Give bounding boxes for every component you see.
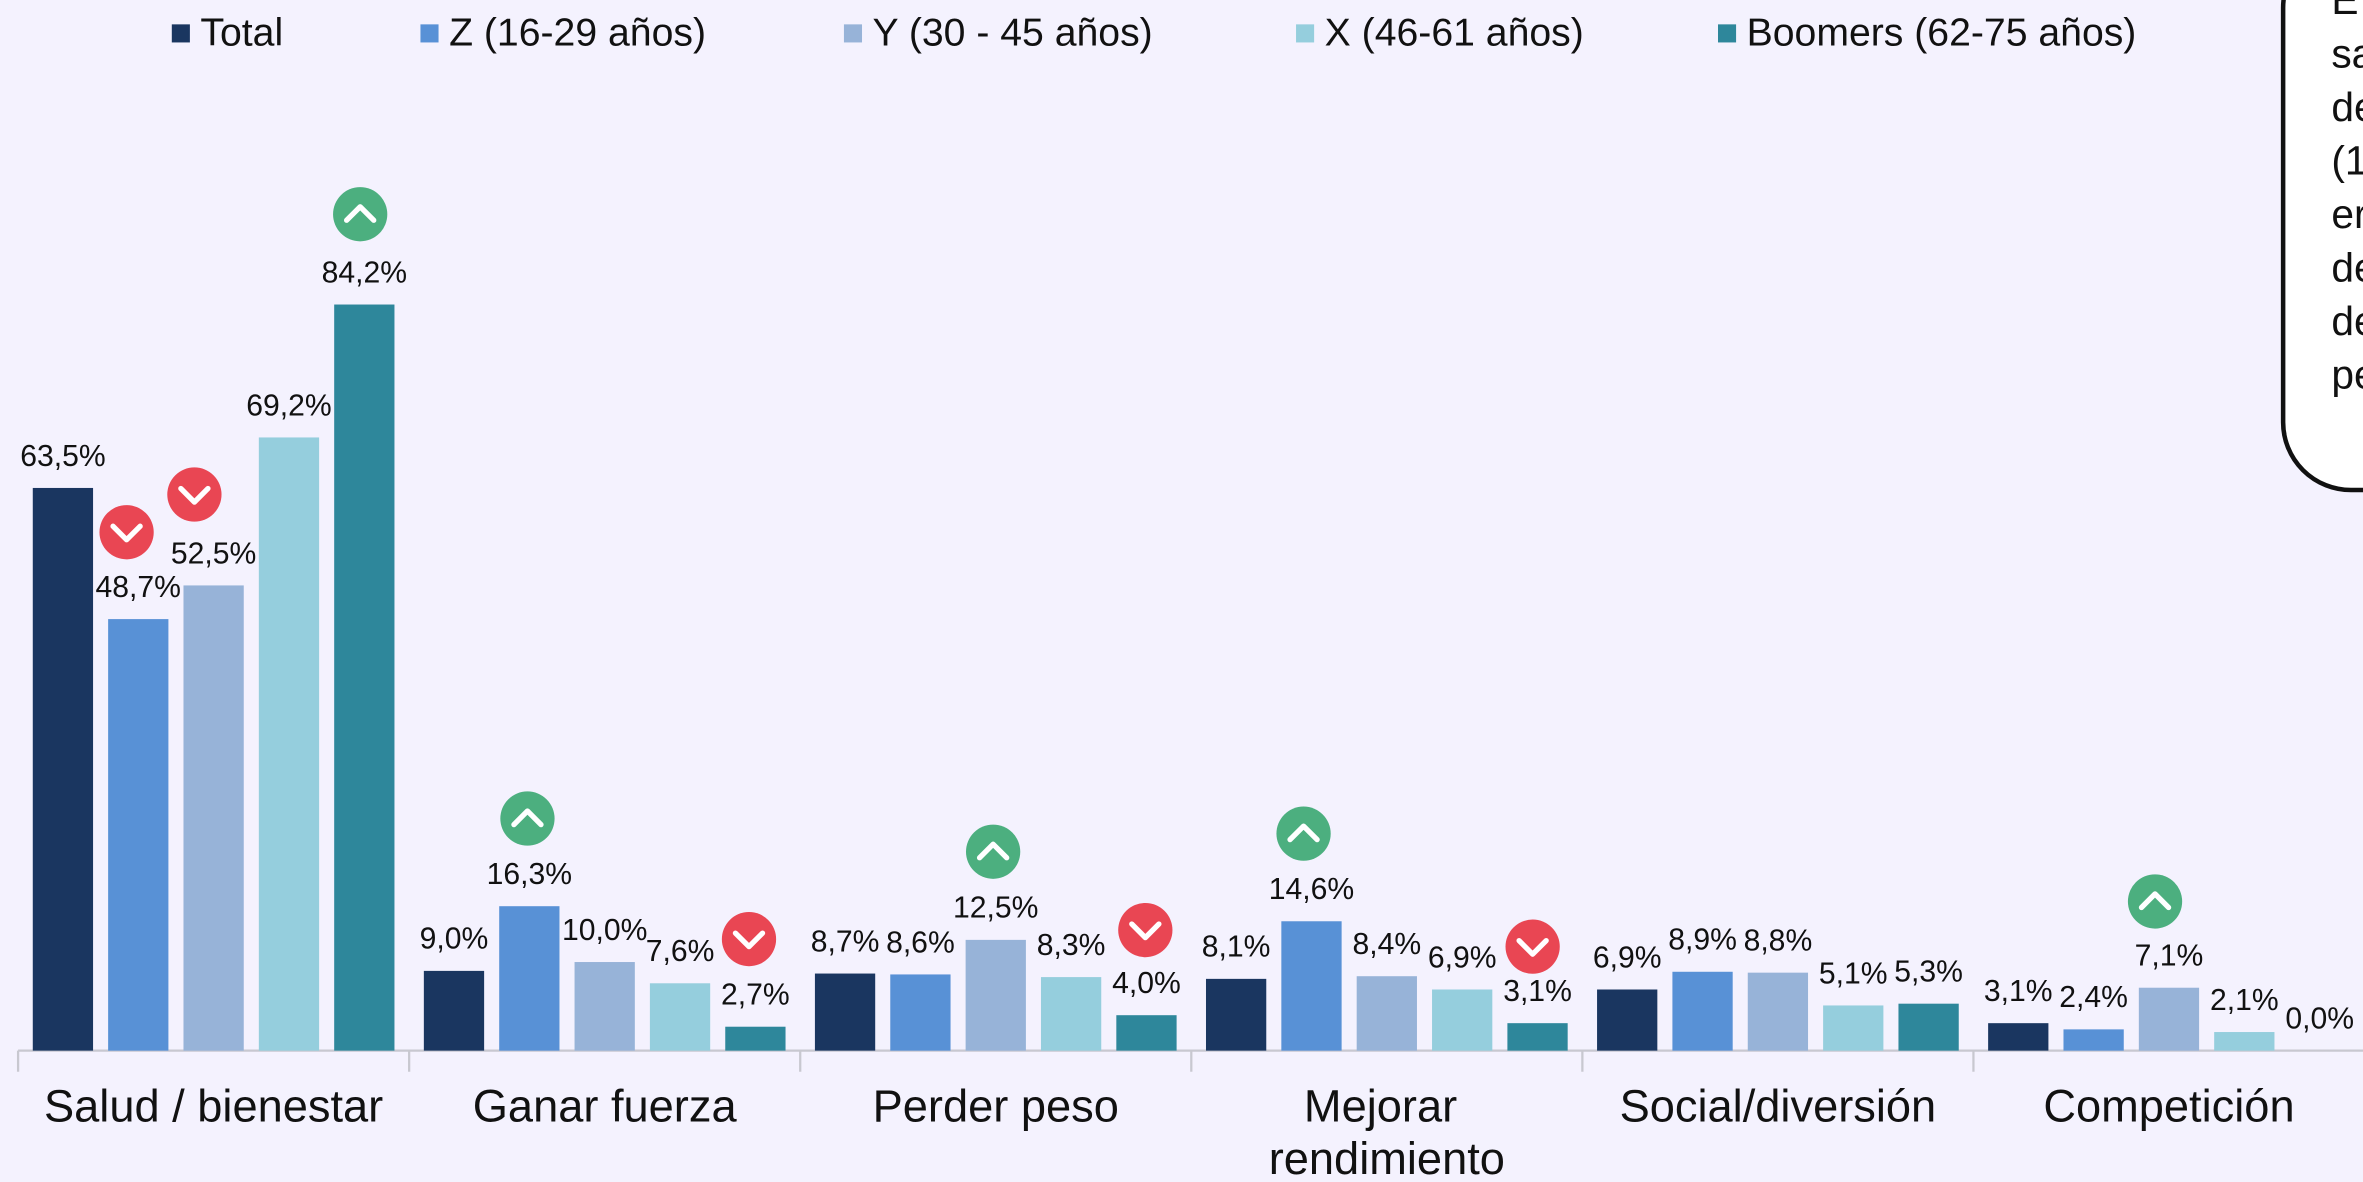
bar	[1040, 977, 1102, 1051]
value-label: 63,5%	[20, 440, 105, 473]
value-label: 7,1%	[2135, 940, 2204, 973]
bar	[1205, 978, 1267, 1051]
bar	[1507, 1023, 1568, 1051]
value-label: 69,2%	[246, 389, 331, 422]
legend-swatch	[1296, 24, 1315, 43]
value-label: 8,3%	[1037, 929, 1106, 962]
bar	[1747, 972, 1809, 1051]
value-label: 48,7%	[96, 571, 181, 604]
up-icon	[2128, 874, 2182, 928]
value-label: 2,7%	[721, 979, 790, 1012]
note-text: de	[2331, 298, 2363, 344]
bar	[1116, 1015, 1177, 1051]
x-tick-label: Mejorar rendimiento	[1269, 1080, 1505, 1182]
x-tick-label: Salud / bienestar	[44, 1080, 383, 1131]
value-label: 8,7%	[811, 925, 880, 958]
value-label: 8,6%	[886, 926, 955, 959]
bar	[108, 619, 169, 1051]
legend-swatch	[171, 24, 190, 43]
value-label: 16,3%	[487, 858, 572, 891]
bar	[258, 437, 320, 1051]
note-text: pe	[2331, 352, 2363, 398]
bar	[965, 939, 1026, 1051]
value-label: 9,0%	[420, 923, 489, 956]
bar	[499, 906, 560, 1051]
note-text: (1	[2331, 138, 2363, 184]
down-icon	[1118, 903, 1172, 957]
x-tick-label: Perder peso	[873, 1080, 1119, 1131]
up-icon	[966, 825, 1020, 879]
value-label: 12,5%	[953, 892, 1038, 925]
bar	[574, 962, 635, 1051]
bar	[2063, 1029, 2124, 1051]
bar	[423, 970, 485, 1051]
note-text: de	[2331, 84, 2363, 130]
legend-label: X (46-61 años)	[1325, 11, 1584, 54]
x-tick-label: Competición	[2043, 1080, 2294, 1131]
value-label: 8,4%	[1352, 928, 1421, 961]
legend-label: Total	[200, 11, 283, 54]
note-text: er	[2331, 191, 2363, 237]
bar	[1898, 1003, 1959, 1051]
value-label: 10,0%	[562, 914, 647, 947]
up-icon	[333, 187, 387, 241]
value-label: 6,9%	[1428, 941, 1497, 974]
down-icon	[167, 467, 221, 521]
value-label: 52,5%	[171, 537, 256, 570]
bar	[725, 1026, 786, 1051]
bar	[1356, 976, 1417, 1051]
bar	[2214, 1032, 2275, 1051]
value-label: 8,8%	[1744, 924, 1813, 957]
value-label: 5,1%	[1819, 957, 1888, 990]
bar	[2138, 987, 2200, 1051]
x-tick-label: Social/diversión	[1620, 1080, 1937, 1131]
legend-swatch	[420, 24, 439, 43]
bar	[1988, 1023, 2049, 1051]
value-label: 5,3%	[1894, 956, 1963, 989]
significance-icons	[99, 187, 2182, 974]
value-label: 2,4%	[2059, 981, 2128, 1014]
note-text: E	[2331, 0, 2358, 23]
value-label: 8,1%	[1202, 931, 1271, 964]
down-icon	[1506, 920, 1560, 974]
bar	[1672, 971, 1733, 1051]
bar	[649, 983, 711, 1051]
up-icon	[1276, 807, 1330, 861]
down-icon	[722, 912, 776, 966]
bar	[32, 487, 94, 1051]
bar	[183, 585, 244, 1051]
value-label: 6,9%	[1593, 941, 1662, 974]
note-text: de	[2331, 245, 2363, 291]
value-label: 3,1%	[1503, 975, 1572, 1008]
value-label: 84,2%	[322, 256, 407, 289]
x-tick-label: Ganar fuerza	[473, 1080, 738, 1131]
legend-label: Z (16-29 años)	[449, 11, 706, 54]
bar	[1432, 989, 1493, 1051]
value-label: 14,6%	[1269, 873, 1354, 906]
value-label: 0,0%	[2285, 1002, 2354, 1035]
bar	[890, 974, 951, 1051]
note-box	[2280, 0, 2363, 493]
bar	[814, 973, 876, 1051]
down-icon	[99, 505, 153, 559]
legend-label: Boomers (62-75 años)	[1747, 11, 2137, 54]
value-label: 4,0%	[1112, 967, 1181, 1000]
legend-label: Y (30 - 45 años)	[873, 11, 1153, 54]
bar	[1597, 989, 1658, 1051]
up-icon	[500, 791, 554, 845]
legend-swatch	[843, 24, 863, 43]
value-label: 2,1%	[2210, 984, 2279, 1017]
value-label: 7,6%	[646, 935, 715, 968]
bar	[334, 304, 395, 1051]
legend-swatch	[1717, 24, 1737, 43]
bar	[1823, 1005, 1884, 1051]
value-label: 8,9%	[1668, 924, 1737, 957]
value-label: 3,1%	[1984, 975, 2053, 1008]
note-text: sa	[2331, 31, 2363, 77]
bar	[1281, 921, 1342, 1051]
